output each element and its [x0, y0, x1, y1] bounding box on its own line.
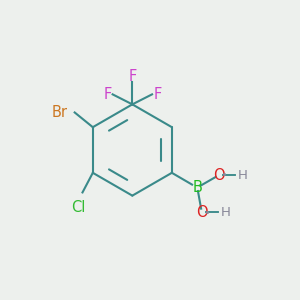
Text: F: F: [153, 87, 161, 102]
Text: Br: Br: [51, 105, 67, 120]
Text: H: H: [221, 206, 231, 219]
Text: B: B: [192, 180, 202, 195]
Text: O: O: [196, 205, 208, 220]
Text: H: H: [238, 169, 248, 182]
Text: O: O: [213, 167, 225, 182]
Text: Cl: Cl: [71, 200, 85, 215]
Text: F: F: [128, 69, 136, 84]
Text: F: F: [103, 87, 111, 102]
